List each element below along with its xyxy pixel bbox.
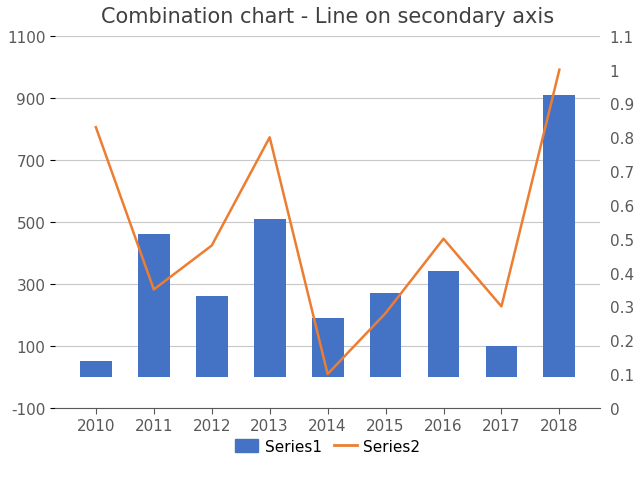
Bar	[196, 297, 228, 377]
Bar	[312, 318, 344, 377]
Bar	[485, 346, 517, 377]
Bar	[80, 361, 112, 377]
Title: Combination chart - Line on secondary axis: Combination chart - Line on secondary ax…	[101, 7, 554, 27]
Bar	[138, 235, 170, 377]
Bar	[254, 219, 286, 377]
Bar	[428, 272, 460, 377]
Legend: Series1, Series2: Series1, Series2	[229, 432, 426, 460]
Bar	[544, 96, 576, 377]
Bar	[370, 294, 401, 377]
